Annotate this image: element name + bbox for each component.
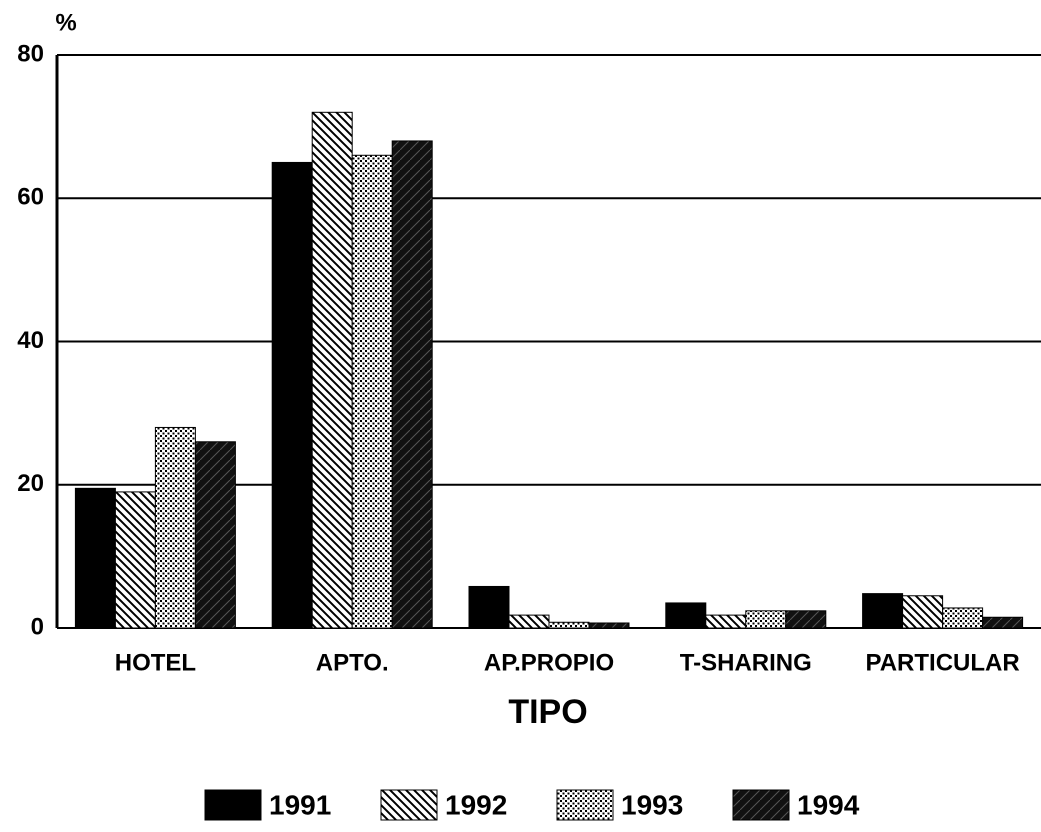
legend-label: 1994	[797, 789, 860, 820]
bar	[271, 161, 313, 629]
bar	[785, 610, 827, 629]
legend-swatch	[732, 789, 790, 821]
bar	[588, 622, 630, 629]
legend-swatch	[380, 789, 438, 821]
y-tick-label: 80	[17, 40, 44, 67]
legend-swatch	[556, 789, 614, 821]
x-axis-label: TIPO	[508, 693, 587, 731]
bar	[154, 426, 196, 629]
bar	[114, 491, 156, 629]
x-tick-label: T-SHARING	[680, 649, 812, 676]
bar	[468, 585, 510, 629]
bar	[942, 607, 984, 629]
bar	[311, 111, 353, 629]
legend-label: 1992	[445, 789, 507, 820]
bar	[74, 487, 116, 629]
bar	[351, 154, 393, 629]
bar	[982, 616, 1024, 629]
y-tick-label: 0	[31, 613, 44, 640]
legend-swatch	[204, 789, 262, 821]
y-tick-label: 60	[17, 184, 44, 211]
x-tick-label: PARTICULAR	[865, 649, 1019, 676]
y-tick-label: 40	[17, 327, 44, 354]
x-tick-label: HOTEL	[115, 649, 196, 676]
legend-label: 1991	[269, 789, 331, 820]
x-tick-label: AP.PROPIO	[484, 649, 614, 676]
bar	[391, 140, 433, 629]
y-tick-label: 20	[17, 470, 44, 497]
bar	[705, 614, 747, 629]
bar	[862, 593, 904, 629]
bar	[548, 621, 590, 629]
bar	[902, 595, 944, 629]
bar	[665, 602, 707, 629]
legend-label: 1993	[621, 789, 683, 820]
y-axis-label: %	[55, 9, 76, 36]
bar	[508, 614, 550, 629]
bar	[745, 610, 787, 629]
x-tick-label: APTO.	[316, 649, 389, 676]
bar	[194, 441, 236, 629]
